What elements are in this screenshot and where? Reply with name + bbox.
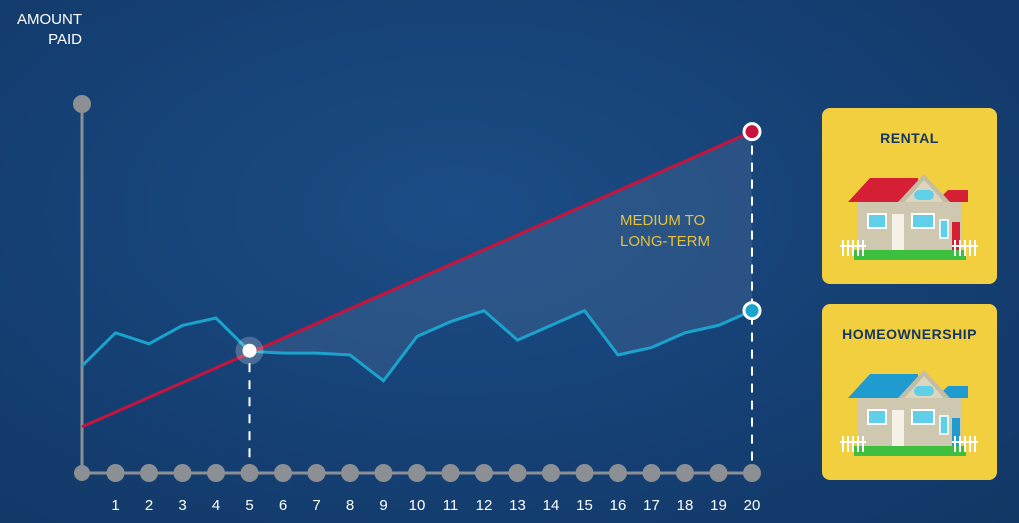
rental-legend-card: RENTAL [822,108,997,284]
rental-endpoint [742,122,762,142]
annotation-line-2: LONG-TERM [620,233,710,250]
shaded-region [249,131,752,381]
x-tick-label: 20 [744,497,761,514]
rental-legend-label: RENTAL [880,130,939,146]
x-tick-dot [307,464,326,482]
x-tick-dot [542,464,560,482]
x-tick-label: 9 [379,497,387,514]
x-tick-label: 11 [443,497,459,514]
x-tick-label: 14 [543,497,560,514]
break-even-point [242,343,257,358]
x-tick-dot [709,464,728,482]
x-tick-label: 12 [476,497,493,514]
annotation-line-1: MEDIUM TO [620,212,705,229]
x-tick-dot [475,464,493,482]
x-tick-dot [642,464,661,482]
x-tick-dot [676,464,694,482]
x-tick-label: 2 [145,497,153,514]
x-tick-dot [106,464,125,482]
house-red-roof-icon [840,174,978,260]
x-tick-dot [240,464,259,482]
x-tick-dot [274,464,292,482]
x-tick-label: 18 [677,497,694,514]
x-tick-label: 7 [312,497,320,514]
homeownership-line [80,308,753,383]
x-tick-label: 13 [509,497,526,514]
x-tick-dot [140,464,158,482]
x-tick-label: 10 [409,497,426,514]
axis-origin-dot [74,465,90,481]
x-tick-label: 19 [710,497,727,514]
x-tick-label: 5 [245,497,253,514]
rental-line [81,130,753,429]
x-tick-dot [441,464,460,482]
homeownership-legend-label: HOMEOWNERSHIP [842,326,977,342]
x-tick-dot [508,464,527,482]
x-tick-label: 15 [576,497,593,514]
x-tick-label: 8 [346,497,354,514]
x-tick-dot [743,464,761,482]
x-tick-label: 6 [279,497,287,514]
x-tick-dot [609,464,627,482]
x-tick-label: 4 [212,497,220,514]
x-tick-label: 1 [111,497,119,514]
x-tick-label: 17 [643,497,660,514]
homeownership-legend-card: HOMEOWNERSHIP [822,304,997,480]
x-tick-dot [575,464,594,482]
y-axis-label-line-1: AMOUNT [17,11,82,28]
x-tick-label: 16 [610,497,627,514]
y-axis-top-dot [73,95,91,113]
x-tick-dot [408,464,426,482]
x-tick-dot [374,464,393,482]
x-tick-dot [341,464,359,482]
house-blue-roof-icon [840,370,978,456]
x-tick-label: 3 [178,497,186,514]
homeownership-endpoint [742,301,762,321]
y-axis-label: AMOUNT PAID [4,10,82,50]
x-tick-dot [207,464,225,482]
y-axis-label-line-2: PAID [48,31,82,48]
x-tick-dot [173,464,192,482]
